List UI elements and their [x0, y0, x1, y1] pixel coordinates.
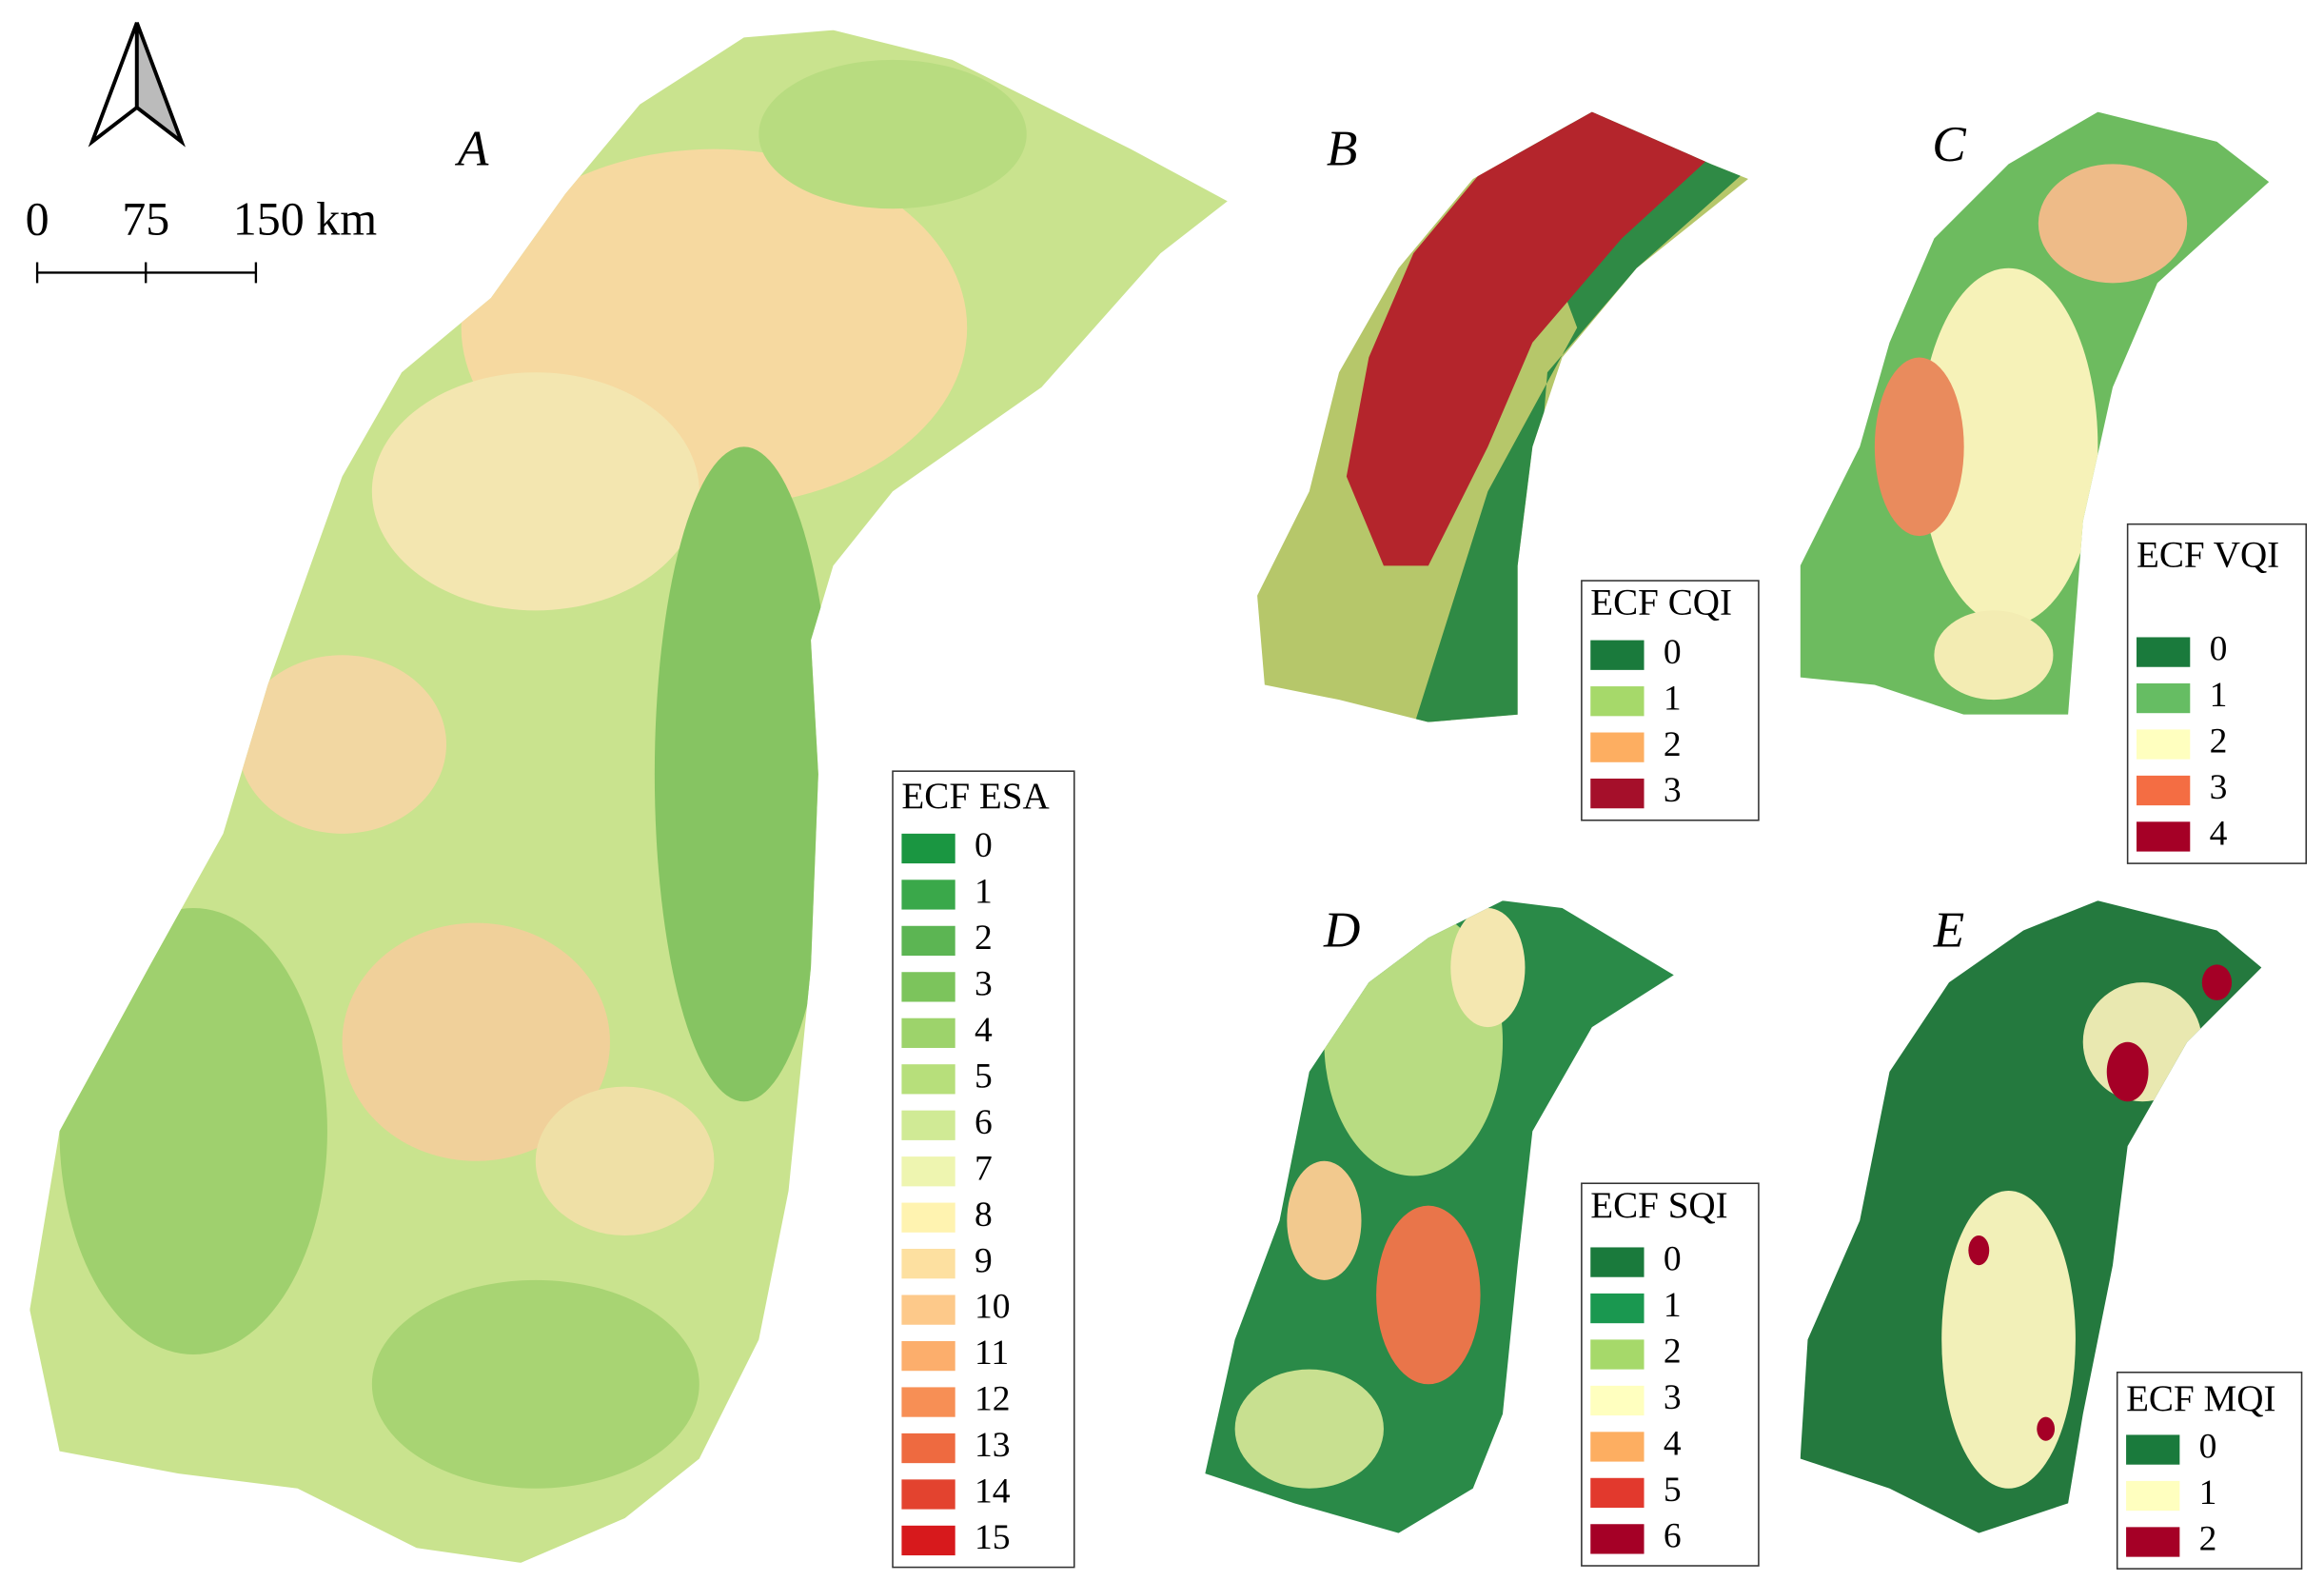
legend-swatch [901, 1433, 955, 1464]
panel-label: B [1327, 122, 1357, 177]
legend-entry: 13 [975, 1426, 1011, 1465]
legend-swatch [901, 1156, 955, 1187]
panel-label: A [455, 122, 489, 177]
legend-entry: 2 [2210, 722, 2228, 761]
legend-entry: 15 [975, 1518, 1011, 1557]
legend-swatch [901, 1387, 955, 1417]
legend-entry: 3 [1664, 771, 1682, 810]
legend-entry: 6 [1664, 1516, 1682, 1555]
legend-entry: 0 [1664, 1240, 1682, 1279]
legend-swatch [2126, 1480, 2180, 1512]
legend-entry: 0 [2199, 1428, 2217, 1467]
legend-entry: 7 [975, 1149, 993, 1188]
legend-title: ECF CQI [1590, 583, 1732, 623]
legend-entry: 4 [1664, 1425, 1682, 1464]
legend-swatch [2137, 729, 2191, 760]
legend-entry: 1 [975, 873, 993, 912]
legend-swatch [901, 1340, 955, 1372]
legend-entry: 4 [2210, 815, 2228, 854]
panel-label: D [1323, 902, 1360, 958]
legend-swatch [901, 1294, 955, 1325]
legend-entry: 3 [975, 964, 993, 1003]
legend-swatch [1590, 1247, 1645, 1277]
legend-swatch [2137, 637, 2191, 667]
legend-entry: 1 [2199, 1473, 2217, 1512]
legend-swatch [901, 1479, 955, 1510]
legend-entry: 9 [975, 1241, 993, 1280]
scale-bar [35, 262, 258, 284]
legend-entry: 2 [2199, 1520, 2217, 1559]
panel-label: E [1933, 902, 1964, 958]
legend-swatch [901, 833, 955, 864]
legend-entry: 1 [1664, 679, 1682, 718]
legend-title: ECF SQI [1590, 1185, 1727, 1226]
legend-swatch [901, 879, 955, 910]
legend-entry: 5 [975, 1057, 993, 1096]
legend-swatch [1590, 640, 1645, 670]
legend-swatch [901, 1202, 955, 1233]
legend-title: ECF MQI [2126, 1378, 2275, 1419]
legend-swatch [1590, 1339, 1645, 1370]
legend-entry: 1 [2210, 676, 2228, 715]
legend-swatch [2137, 682, 2191, 714]
legend-swatch [1590, 686, 1645, 717]
legend-entry: 0 [975, 826, 993, 865]
legend-entry: 10 [975, 1288, 1011, 1327]
legend-entry: 12 [975, 1380, 1011, 1419]
legend-entry: 2 [1664, 1333, 1682, 1372]
legend-swatch [2137, 821, 2191, 852]
legend-swatch [1590, 1524, 1645, 1554]
legend-entry: 3 [1664, 1378, 1682, 1417]
north-arrow [88, 22, 186, 148]
legend-swatch [901, 1110, 955, 1140]
legend-swatch [901, 972, 955, 1002]
legend-title: ECF VQI [2137, 535, 2279, 576]
scale-label: 75 [122, 191, 169, 245]
legend-entry: 8 [975, 1196, 993, 1235]
legend-swatch [1590, 1293, 1645, 1324]
legend-entry: 3 [2210, 768, 2228, 807]
legend-entry: 5 [1664, 1471, 1682, 1510]
legend-swatch [1590, 778, 1645, 809]
legend-entry: 2 [975, 919, 993, 958]
legend-swatch [901, 1064, 955, 1095]
scale-label: 150 km [233, 191, 378, 245]
legend-swatch [1590, 1432, 1645, 1462]
legend-swatch [2126, 1434, 2180, 1465]
legend-swatch [1590, 732, 1645, 762]
legend-title: ECF ESA [901, 776, 1049, 817]
legend-swatch [901, 1249, 955, 1279]
legend-swatch [1590, 1477, 1645, 1509]
legend-swatch [2126, 1527, 2180, 1557]
panel-label: C [1932, 117, 1966, 172]
legend-swatch [2137, 775, 2191, 806]
legend-swatch [901, 1525, 955, 1556]
legend-swatch [901, 925, 955, 957]
legend-entry: 0 [1664, 633, 1682, 672]
legend-entry: 2 [1664, 725, 1682, 764]
scale-label: 0 [26, 191, 49, 245]
legend-swatch [901, 1018, 955, 1048]
legend-entry: 0 [2210, 630, 2228, 669]
legend-entry: 6 [975, 1103, 993, 1142]
legend-swatch [1590, 1385, 1645, 1416]
legend-entry: 4 [975, 1011, 993, 1050]
legend-entry: 1 [1664, 1286, 1682, 1325]
legend-entry: 11 [975, 1334, 1009, 1373]
legend-entry: 14 [975, 1472, 1011, 1512]
